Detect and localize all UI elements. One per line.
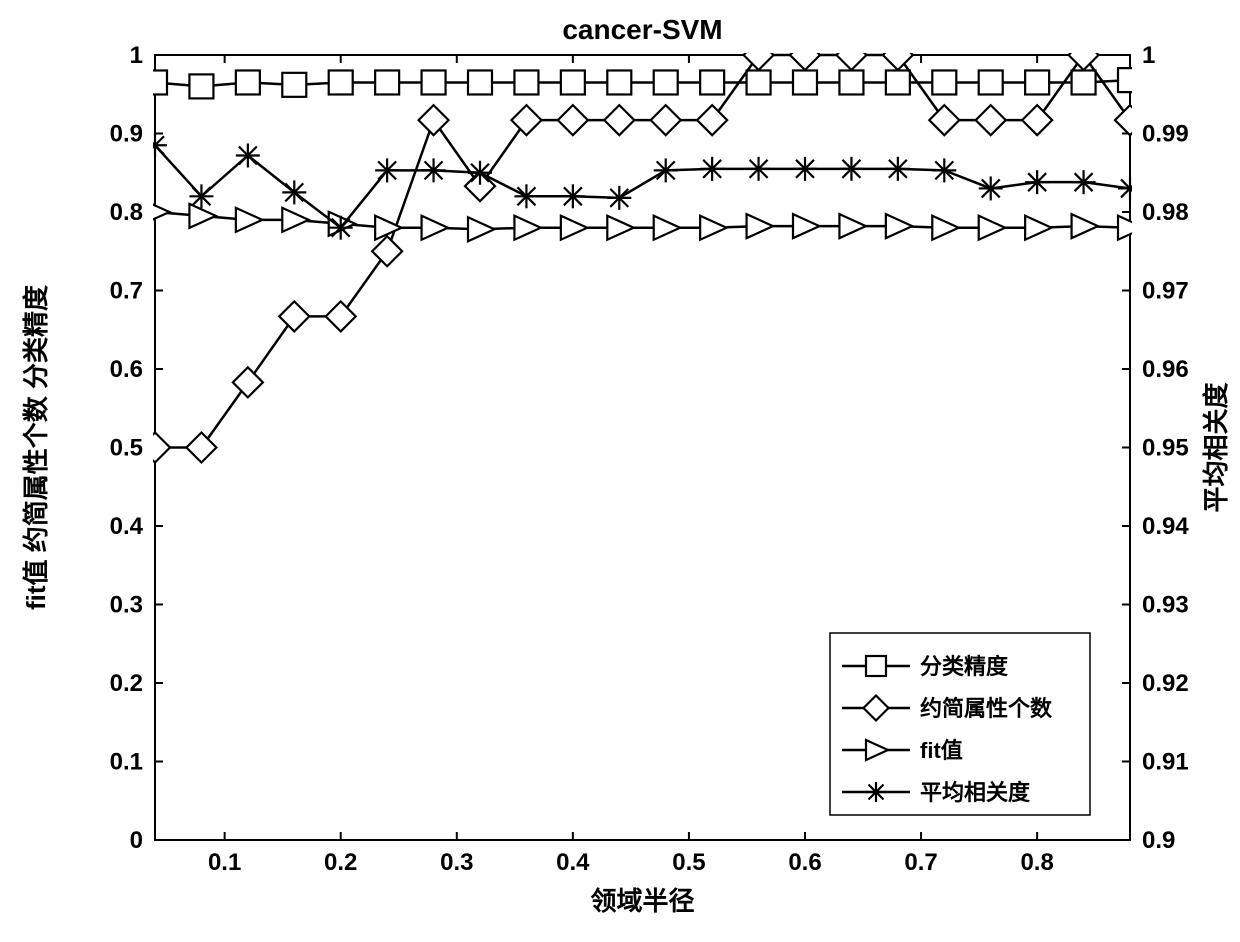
chart-container: 00.10.20.30.40.50.60.70.80.910.90.910.92… — [0, 0, 1240, 942]
asterisk-marker — [375, 158, 399, 182]
asterisk-marker — [886, 157, 910, 181]
square-marker — [236, 70, 260, 94]
square-marker — [979, 70, 1003, 94]
ytick-left-label: 1 — [130, 42, 143, 69]
ytick-right-label: 0.92 — [1142, 670, 1189, 697]
xtick-label: 0.4 — [556, 849, 590, 876]
ytick-left-label: 0.1 — [110, 749, 143, 776]
asterisk-marker — [329, 216, 353, 240]
square-marker — [700, 70, 724, 94]
ytick-right-label: 0.98 — [1142, 199, 1189, 226]
asterisk-marker — [866, 782, 886, 802]
asterisk-marker — [747, 157, 771, 181]
legend-label: fit值 — [920, 738, 963, 763]
asterisk-marker — [932, 158, 956, 182]
ytick-right-label: 0.97 — [1142, 278, 1189, 305]
ytick-right-label: 0.9 — [1142, 827, 1175, 854]
asterisk-marker — [654, 158, 678, 182]
xtick-label: 0.7 — [904, 849, 937, 876]
square-marker — [1072, 70, 1096, 94]
triangle-right-marker — [1118, 216, 1144, 240]
square-marker — [932, 70, 956, 94]
asterisk-marker — [143, 133, 167, 157]
asterisk-marker — [607, 186, 631, 210]
asterisk-marker — [1118, 176, 1142, 200]
asterisk-marker — [514, 184, 538, 208]
asterisk-marker — [793, 157, 817, 181]
asterisk-marker — [282, 180, 306, 204]
ytick-right-label: 0.94 — [1142, 513, 1189, 540]
y-axis-right-label: 平均相关度 — [1201, 382, 1231, 512]
xtick-label: 0.5 — [672, 849, 705, 876]
square-marker — [329, 70, 353, 94]
square-marker — [747, 70, 771, 94]
legend-label: 平均相关度 — [920, 780, 1031, 805]
square-marker — [143, 70, 167, 94]
chart-svg: 00.10.20.30.40.50.60.70.80.910.90.910.92… — [0, 0, 1240, 942]
ytick-right-label: 0.96 — [1142, 356, 1189, 383]
y-axis-left-label: fit值 约简属性个数 分类精度 — [21, 285, 51, 610]
x-axis-label: 领域半径 — [590, 886, 694, 916]
asterisk-marker — [468, 161, 492, 185]
xtick-label: 0.6 — [788, 849, 821, 876]
ytick-left-label: 0.3 — [110, 592, 143, 619]
square-marker — [1118, 68, 1142, 92]
asterisk-marker — [839, 157, 863, 181]
asterisk-marker — [1025, 170, 1049, 194]
square-marker — [793, 70, 817, 94]
square-marker — [514, 70, 538, 94]
ytick-right-label: 1 — [1142, 42, 1155, 69]
square-marker — [422, 70, 446, 94]
xtick-label: 0.1 — [208, 849, 241, 876]
square-marker — [561, 70, 585, 94]
asterisk-marker — [561, 184, 585, 208]
ytick-left-label: 0 — [130, 827, 143, 854]
chart-title: cancer-SVM — [562, 14, 722, 45]
square-marker — [468, 70, 492, 94]
xtick-label: 0.2 — [324, 849, 357, 876]
asterisk-marker — [700, 157, 724, 181]
asterisk-marker — [979, 176, 1003, 200]
ytick-right-label: 0.95 — [1142, 435, 1189, 462]
ytick-left-label: 0.9 — [110, 121, 143, 148]
square-marker — [886, 70, 910, 94]
xtick-label: 0.8 — [1020, 849, 1053, 876]
ytick-right-label: 0.91 — [1142, 749, 1189, 776]
ytick-right-label: 0.93 — [1142, 592, 1189, 619]
asterisk-marker — [236, 143, 260, 167]
ytick-left-label: 0.8 — [110, 199, 143, 226]
legend-label: 分类精度 — [920, 654, 1009, 679]
square-marker — [282, 73, 306, 97]
square-marker — [607, 70, 631, 94]
asterisk-marker — [1072, 170, 1096, 194]
ytick-left-label: 0.5 — [110, 435, 143, 462]
square-marker — [375, 70, 399, 94]
legend-label: 约简属性个数 — [920, 696, 1053, 721]
ytick-left-label: 0.7 — [110, 278, 143, 305]
ytick-left-label: 0.2 — [110, 670, 143, 697]
legend: 分类精度约简属性个数 fit值平均相关度 — [830, 633, 1090, 815]
square-marker — [839, 70, 863, 94]
xtick-label: 0.3 — [440, 849, 473, 876]
square-marker — [1025, 70, 1049, 94]
square-marker — [866, 656, 886, 676]
ytick-right-label: 0.99 — [1142, 121, 1189, 148]
ytick-left-label: 0.4 — [110, 513, 144, 540]
square-marker — [654, 70, 678, 94]
square-marker — [189, 74, 213, 98]
asterisk-marker — [422, 158, 446, 182]
asterisk-marker — [189, 184, 213, 208]
ytick-left-label: 0.6 — [110, 356, 143, 383]
